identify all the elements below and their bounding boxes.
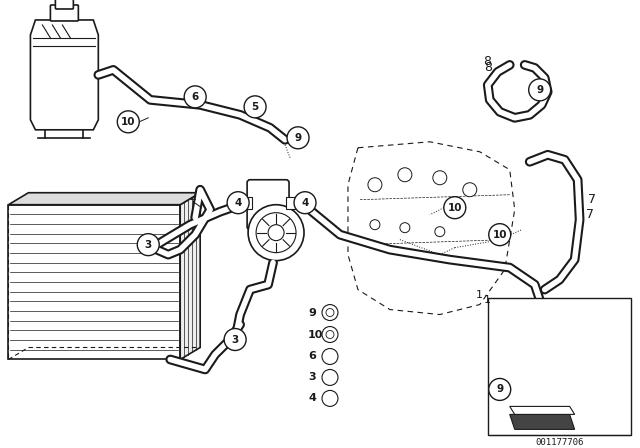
Text: 9: 9: [308, 307, 316, 318]
Text: 5: 5: [252, 102, 259, 112]
Text: 4: 4: [234, 198, 242, 208]
Circle shape: [326, 331, 334, 339]
Circle shape: [529, 79, 550, 101]
Circle shape: [256, 213, 296, 253]
Polygon shape: [509, 406, 575, 414]
Circle shape: [184, 86, 206, 108]
Circle shape: [370, 220, 380, 230]
Circle shape: [400, 223, 410, 233]
Text: 3: 3: [232, 335, 239, 345]
Text: 7: 7: [586, 208, 594, 221]
Text: 2: 2: [189, 192, 196, 202]
Circle shape: [398, 168, 412, 182]
Bar: [236, 197, 252, 209]
Circle shape: [322, 391, 338, 406]
Text: 9: 9: [294, 133, 301, 143]
Circle shape: [244, 96, 266, 118]
Bar: [8, 205, 180, 359]
Text: 8: 8: [484, 61, 492, 74]
Circle shape: [224, 328, 246, 350]
Text: 1: 1: [476, 289, 483, 300]
Circle shape: [435, 227, 445, 237]
Circle shape: [322, 349, 338, 365]
Circle shape: [322, 305, 338, 320]
Bar: [286, 197, 306, 209]
Circle shape: [322, 370, 338, 385]
Circle shape: [433, 171, 447, 185]
Text: 10: 10: [308, 330, 323, 340]
Text: 8: 8: [483, 56, 491, 69]
Text: 10: 10: [493, 230, 507, 240]
Text: 3: 3: [145, 240, 152, 250]
Circle shape: [137, 234, 159, 256]
Polygon shape: [8, 193, 200, 205]
FancyBboxPatch shape: [51, 5, 78, 21]
Circle shape: [287, 127, 309, 149]
Text: 1: 1: [484, 295, 492, 305]
Circle shape: [368, 178, 382, 192]
Text: 9: 9: [536, 85, 543, 95]
FancyBboxPatch shape: [247, 180, 289, 230]
Circle shape: [489, 379, 511, 401]
Polygon shape: [180, 193, 200, 359]
Text: 6: 6: [308, 352, 316, 362]
Text: 4: 4: [301, 198, 308, 208]
Circle shape: [444, 197, 466, 219]
Circle shape: [326, 309, 334, 317]
Text: 7: 7: [588, 193, 596, 206]
Text: 10: 10: [121, 117, 136, 127]
Circle shape: [227, 192, 249, 214]
Text: 10: 10: [447, 202, 462, 213]
Bar: [488, 297, 630, 435]
Circle shape: [248, 205, 304, 261]
Circle shape: [268, 225, 284, 241]
Circle shape: [322, 327, 338, 343]
Circle shape: [294, 192, 316, 214]
Circle shape: [463, 183, 477, 197]
Text: 4: 4: [308, 393, 316, 403]
Text: 001177706: 001177706: [536, 438, 584, 447]
FancyBboxPatch shape: [56, 0, 74, 9]
Text: 3: 3: [308, 372, 316, 383]
Polygon shape: [31, 20, 99, 130]
Text: 9: 9: [496, 384, 503, 394]
Polygon shape: [509, 414, 575, 429]
Circle shape: [489, 224, 511, 246]
Text: 6: 6: [191, 92, 199, 102]
Circle shape: [117, 111, 140, 133]
